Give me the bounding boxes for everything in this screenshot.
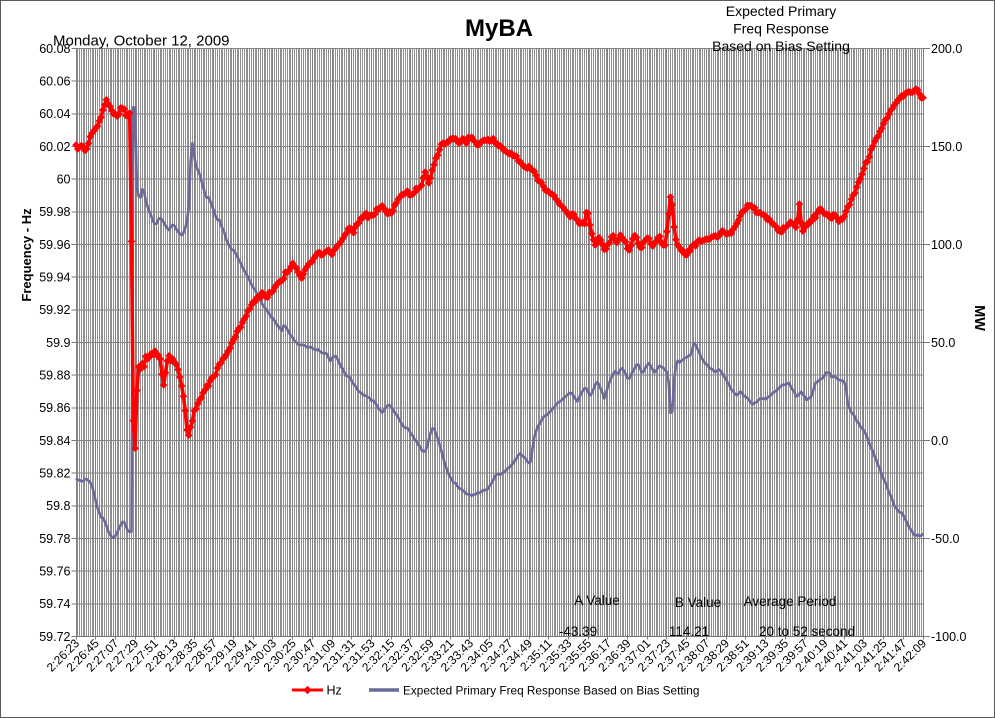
svg-text:0.0: 0.0 [931,434,948,448]
svg-text:Based on Bias Setting: Based on Bias Setting [712,38,850,54]
svg-text:Expected Primary: Expected Primary [726,3,836,19]
svg-text:59.92: 59.92 [39,303,70,317]
svg-text:150.0: 150.0 [931,140,962,154]
svg-text:60.02: 60.02 [39,140,70,154]
svg-text:Freq Response: Freq Response [733,21,829,37]
svg-text:-50.0: -50.0 [931,532,960,546]
svg-text:59.84: 59.84 [39,434,70,448]
svg-text:Average Period: Average Period [744,594,837,609]
svg-text:59.98: 59.98 [39,205,70,219]
svg-text:Frequency - Hz: Frequency - Hz [19,208,34,302]
svg-text:114.21: 114.21 [669,624,709,639]
svg-text:MW: MW [971,305,987,331]
svg-text:59.9: 59.9 [46,336,70,350]
svg-text:Expected Primary Freq Response: Expected Primary Freq Response Based on … [403,684,699,698]
svg-text:59.86: 59.86 [39,401,70,415]
svg-text:MyBA: MyBA [465,15,533,42]
svg-text:59.74: 59.74 [39,597,70,611]
svg-text:60: 60 [57,173,71,187]
svg-text:59.88: 59.88 [39,369,70,383]
svg-text:59.72: 59.72 [39,630,70,644]
svg-text:-43.39: -43.39 [559,624,597,639]
svg-text:200.0: 200.0 [931,42,962,56]
svg-text:59.82: 59.82 [39,467,70,481]
svg-text:A Value: A Value [574,593,620,608]
svg-text:60.04: 60.04 [39,107,70,121]
svg-text:60.06: 60.06 [39,75,70,89]
svg-text:Hz: Hz [327,684,342,698]
svg-text:59.76: 59.76 [39,565,70,579]
svg-text:60.08: 60.08 [39,42,70,56]
svg-text:59.96: 59.96 [39,238,70,252]
svg-text:50.0: 50.0 [931,336,955,350]
svg-text:100.0: 100.0 [931,238,962,252]
svg-text:59.8: 59.8 [46,499,70,513]
svg-text:59.78: 59.78 [39,532,70,546]
svg-text:Monday, October 12, 2009: Monday, October 12, 2009 [53,33,230,50]
svg-text:59.94: 59.94 [39,271,70,285]
svg-text:20 to 52 second: 20 to 52 second [759,624,855,639]
svg-text:B Value: B Value [675,595,721,610]
svg-text:-100.0: -100.0 [931,630,966,644]
